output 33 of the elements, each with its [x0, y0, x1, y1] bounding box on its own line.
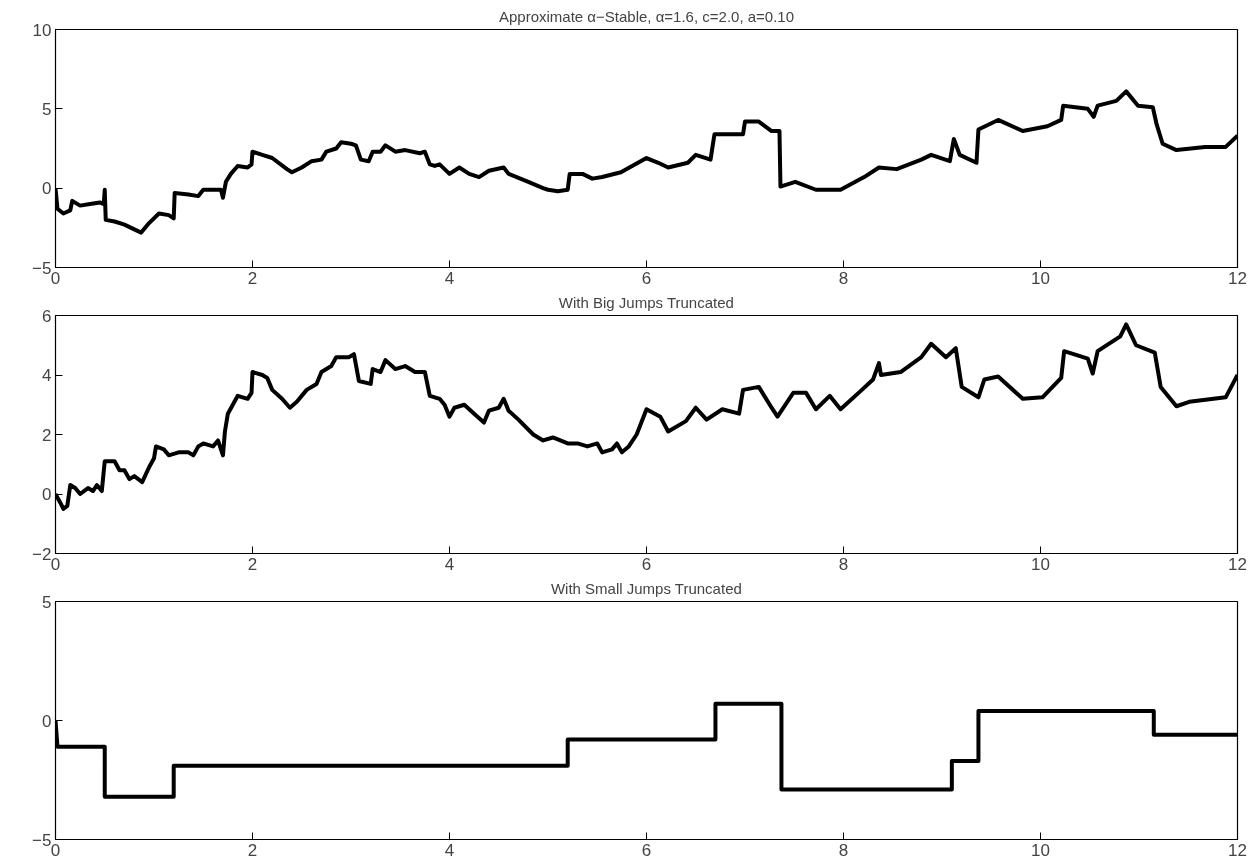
y-tick-label: 2 — [42, 425, 52, 445]
x-tick-label: 8 — [838, 268, 849, 288]
x-tick-label: 4 — [444, 554, 455, 574]
x-tick-label: 4 — [444, 268, 455, 288]
chart-title: With Small Jumps Truncated — [550, 579, 742, 597]
y-tick-label: −5 — [32, 830, 52, 850]
y-tick-label: −5 — [32, 258, 52, 278]
y-tick-label: 0 — [42, 179, 52, 199]
y-tick-label: 0 — [42, 485, 52, 504]
x-tick-label: 2 — [247, 840, 258, 860]
x-tick-label: 2 — [247, 554, 258, 574]
y-tick-label: 4 — [42, 366, 52, 385]
x-tick-label: 6 — [641, 840, 652, 860]
chart-title: With Big Jumps Truncated — [558, 293, 734, 311]
x-tick-label: 10 — [1031, 268, 1050, 288]
x-tick-label: 12 — [1228, 268, 1247, 288]
x-tick-label: 12 — [1228, 554, 1247, 574]
x-tick-label: 2 — [247, 268, 258, 288]
x-tick-label: 10 — [1031, 840, 1050, 860]
x-tick-label: 4 — [444, 840, 455, 860]
y-tick-label: −2 — [32, 544, 52, 564]
x-tick-label: 12 — [1228, 840, 1247, 860]
y-tick-label: 6 — [42, 306, 52, 326]
chart-title: Approximate α−Stable, α=1.6, c=2.0, a=0.10 — [498, 7, 795, 25]
x-tick-label: 10 — [1031, 554, 1050, 574]
x-tick-label: 6 — [641, 268, 652, 288]
x-tick-label: 6 — [641, 554, 652, 574]
y-tick-label: 10 — [32, 20, 52, 40]
x-tick-label: 8 — [838, 554, 849, 574]
y-tick-label: 0 — [42, 711, 52, 731]
y-tick-label: 5 — [42, 592, 52, 612]
y-tick-label: 5 — [42, 99, 52, 119]
x-tick-label: 8 — [838, 840, 849, 860]
